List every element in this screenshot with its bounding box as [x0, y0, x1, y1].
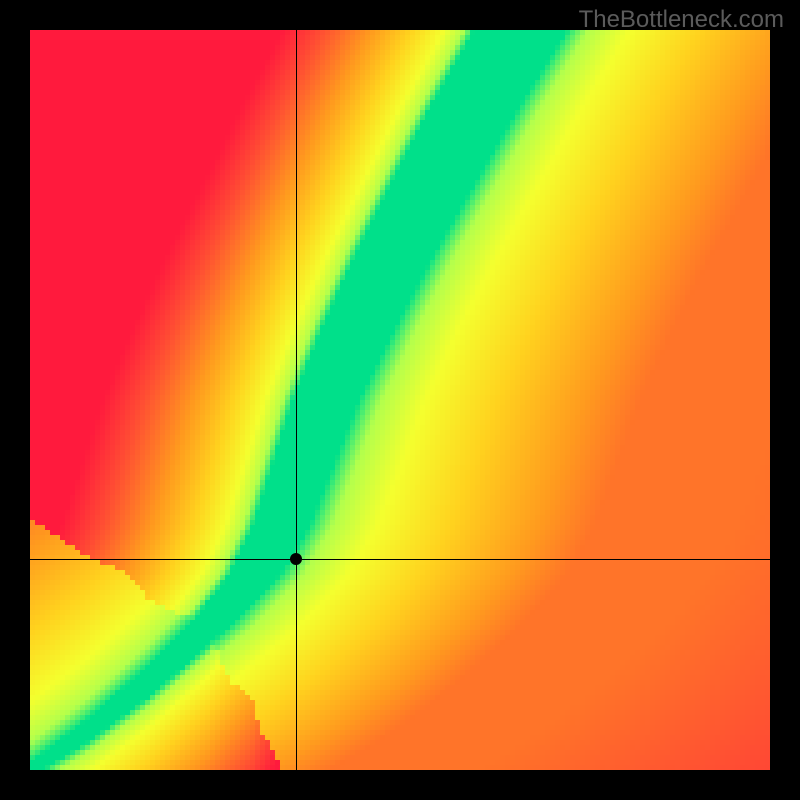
heatmap-canvas [30, 30, 770, 770]
crosshair-vertical [296, 30, 297, 770]
heatmap-plot-area [30, 30, 770, 770]
watermark-text: TheBottleneck.com [579, 6, 784, 34]
crosshair-horizontal [30, 559, 770, 560]
chart-container: TheBottleneck.com [0, 0, 800, 800]
